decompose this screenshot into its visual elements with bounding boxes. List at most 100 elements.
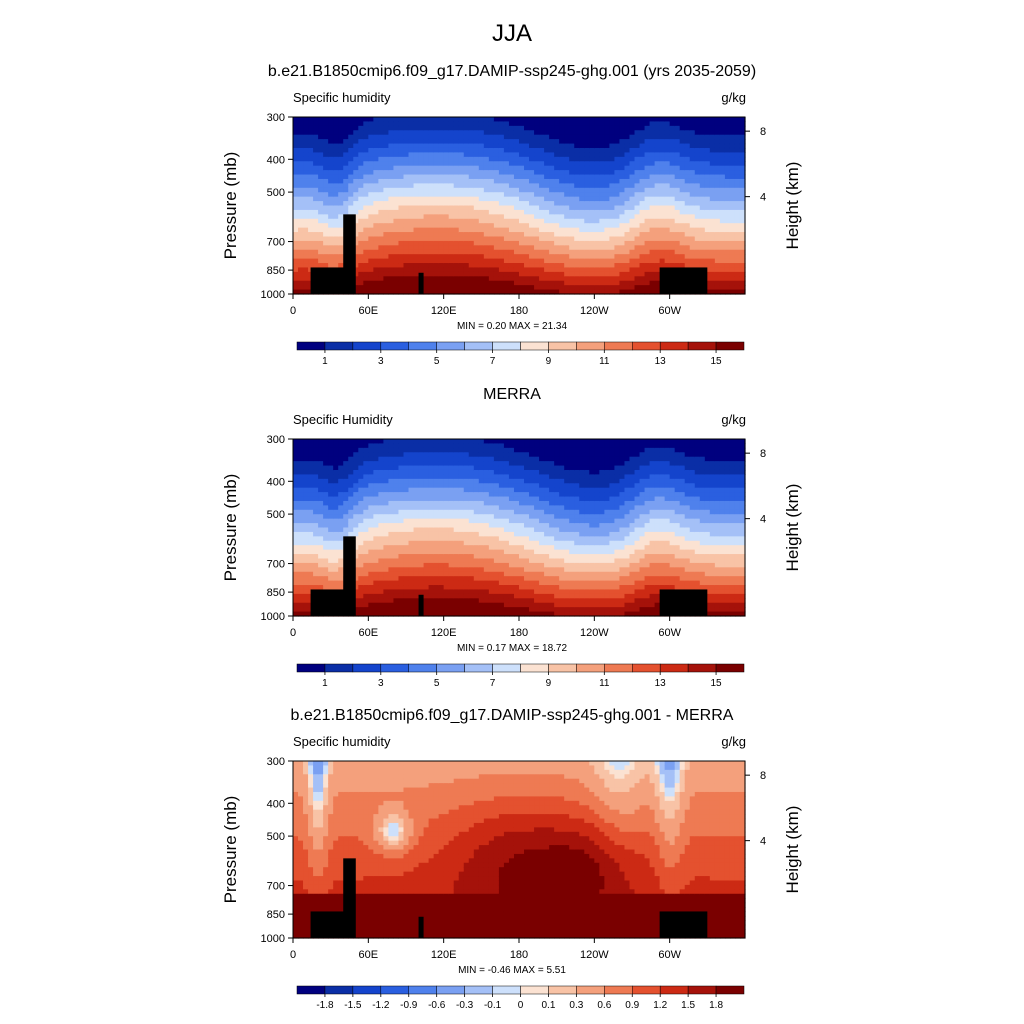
field-cell	[358, 156, 364, 162]
field-cell	[433, 178, 440, 184]
field-cell	[318, 549, 324, 555]
field-cell	[634, 147, 641, 153]
field-cell	[659, 161, 666, 167]
field-cell	[323, 156, 329, 162]
field-cell	[298, 263, 304, 269]
field-cell	[313, 549, 319, 555]
field-cell	[709, 280, 716, 286]
field-cell	[649, 258, 656, 264]
field-cell	[534, 183, 540, 189]
field-cell	[368, 196, 374, 202]
field-cell	[483, 134, 490, 140]
field-cell	[689, 254, 696, 260]
field-cell	[368, 580, 374, 586]
field-cell	[368, 527, 374, 533]
field-cell	[418, 227, 425, 233]
field-cell	[318, 540, 324, 546]
field-cell	[619, 156, 626, 162]
field-cell	[403, 134, 410, 140]
field-cell	[664, 161, 671, 167]
colorbar-label: 9	[546, 356, 552, 367]
field-cell	[343, 165, 349, 171]
field-cell	[443, 249, 450, 255]
field-cell	[569, 236, 575, 242]
field-cell	[348, 518, 354, 524]
field-cell	[303, 483, 309, 489]
field-cell	[403, 554, 410, 560]
field-cell	[393, 580, 400, 586]
field-cell	[443, 174, 450, 180]
field-cell	[323, 161, 329, 167]
field-cell	[699, 156, 706, 162]
field-cell	[388, 263, 395, 269]
field-cell	[378, 117, 384, 123]
field-cell	[559, 289, 565, 295]
field-cell	[639, 192, 646, 198]
field-cell	[298, 474, 304, 480]
field-cell	[438, 487, 445, 493]
field-cell	[303, 183, 309, 189]
field-cell	[493, 187, 500, 193]
field-cell	[378, 567, 384, 573]
field-cell	[398, 254, 405, 260]
field-cell	[458, 139, 465, 145]
field-cell	[629, 263, 636, 269]
field-cell	[393, 598, 400, 604]
field-cell	[308, 121, 314, 127]
field-cell	[524, 165, 530, 171]
field-cell	[739, 232, 746, 238]
field-cell	[704, 249, 711, 255]
field-cell	[524, 170, 530, 176]
field-cell	[554, 258, 560, 264]
field-cell	[408, 607, 415, 613]
field-cell	[684, 227, 691, 233]
field-cell	[669, 254, 676, 260]
field-cell	[649, 227, 656, 233]
field-cell	[689, 134, 696, 140]
field-cell	[503, 236, 510, 242]
field-cell	[453, 496, 460, 502]
field-cell	[503, 125, 510, 131]
field-cell	[629, 271, 636, 277]
field-cell	[664, 218, 671, 224]
field-cell	[293, 439, 299, 445]
field-cell	[428, 218, 435, 224]
field-cell	[664, 245, 671, 251]
field-cell	[343, 514, 349, 520]
field-cell	[293, 509, 299, 515]
field-cell	[373, 447, 379, 453]
field-cell	[443, 130, 450, 136]
field-cell	[413, 478, 420, 484]
field-cell	[378, 580, 384, 586]
field-cell	[689, 214, 696, 220]
field-cell	[729, 170, 736, 176]
field-cell	[659, 227, 666, 233]
field-cell	[594, 134, 600, 140]
field-cell	[353, 223, 359, 229]
field-cell	[664, 125, 671, 131]
field-cell	[383, 545, 390, 551]
field-cell	[649, 236, 656, 242]
field-cell	[508, 254, 515, 260]
field-cell	[398, 487, 405, 493]
field-cell	[614, 209, 621, 215]
field-cell	[463, 147, 470, 153]
field-cell	[348, 143, 354, 149]
field-cell	[418, 192, 425, 198]
field-cell	[448, 562, 455, 568]
field-cell	[363, 196, 369, 202]
field-cell	[418, 156, 425, 162]
field-cell	[604, 152, 610, 158]
field-cell	[393, 478, 400, 484]
field-cell	[634, 117, 641, 123]
field-cell	[463, 271, 470, 277]
field-cell	[328, 178, 334, 184]
field-cell	[403, 540, 410, 546]
field-cell	[338, 156, 344, 162]
field-cell	[734, 245, 741, 251]
field-cell	[569, 289, 575, 295]
field-cell	[493, 289, 500, 295]
field-cell	[478, 232, 485, 238]
field-cell	[604, 209, 610, 215]
field-cell	[393, 593, 400, 599]
